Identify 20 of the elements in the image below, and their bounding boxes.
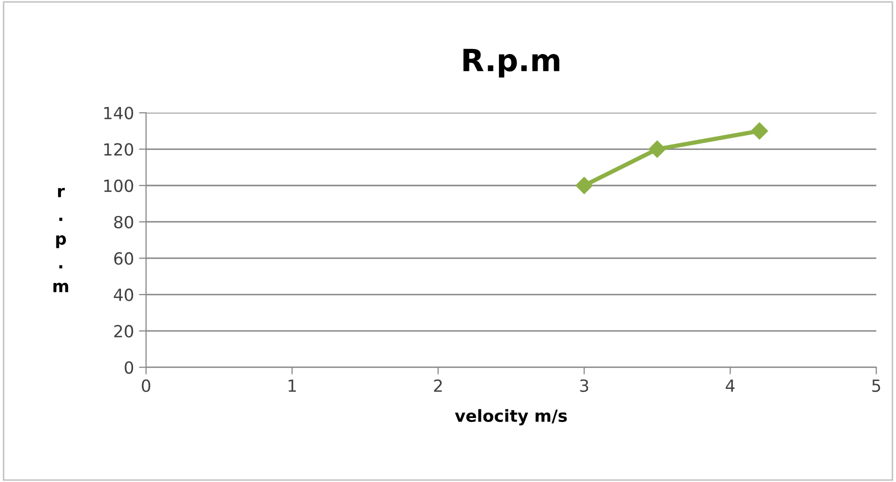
point [576,176,593,194]
y-tick-label: 80 [114,216,134,228]
y-tick-label: 0 [124,361,134,374]
chart-title: R.p.m [463,48,560,78]
x-tick-label: 0 [142,379,150,392]
text: r.p.m [53,188,68,292]
x-tick-label: 5 [872,380,880,392]
x-axis-title: velocity m/s [454,409,567,426]
point [648,140,666,158]
y-tick-label: 100 [104,179,134,192]
y-tick-label: 60 [114,252,134,265]
x-tick-label: 1 [288,380,296,392]
x-tick-label: 2 [434,379,442,392]
y-tick-label: 20 [114,324,134,338]
y-tick-label: 40 [114,288,134,302]
y-tick-label: 140 [104,106,134,120]
point [750,122,768,140]
x-tick-label: 4 [726,380,735,392]
x-tick-label: 3 [580,379,588,392]
y-tick-label: 120 [104,143,134,156]
